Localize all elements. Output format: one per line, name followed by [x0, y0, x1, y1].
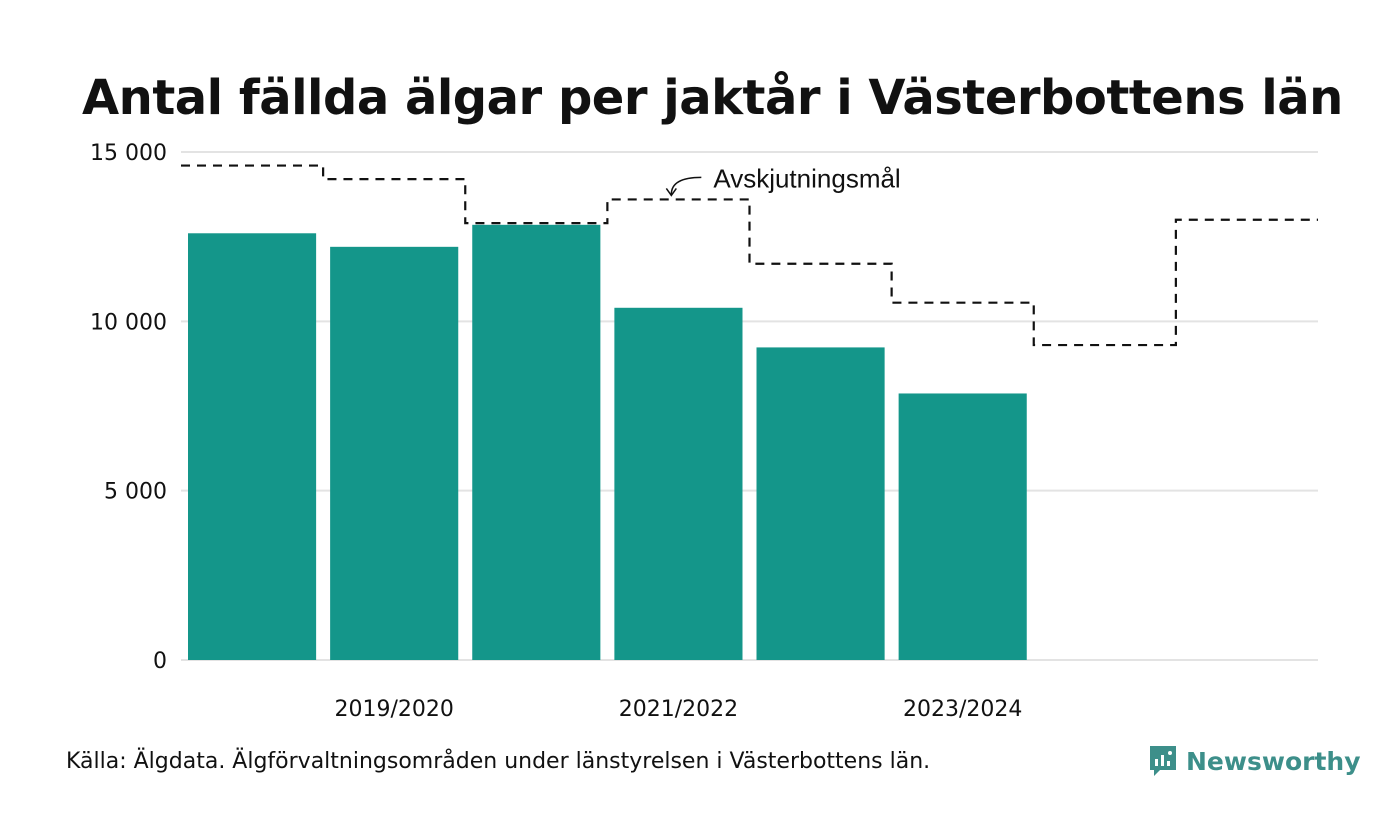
- x-tick-label: 2023/2024: [903, 697, 1022, 722]
- bar: [898, 393, 1027, 660]
- target-step-line: [181, 164, 1318, 347]
- y-tick-label: 15 000: [90, 141, 167, 166]
- y-tick-label: 0: [153, 649, 167, 674]
- brand-logo[interactable]: Newsworthy: [1148, 744, 1361, 778]
- annotation-label: Avskjutningsmål: [713, 163, 900, 193]
- y-tick-label: 10 000: [90, 310, 167, 335]
- source-note: Källa: Älgdata. Älgförvaltningsområden u…: [66, 749, 931, 774]
- bar: [330, 246, 459, 660]
- bar: [756, 347, 885, 660]
- annotation-arrow: [670, 176, 702, 195]
- y-tick-label: 5 000: [104, 480, 167, 505]
- x-tick-label: 2019/2020: [334, 697, 453, 722]
- newsworthy-logo-icon: [1150, 746, 1176, 776]
- bar: [614, 307, 743, 660]
- brand-name: Newsworthy: [1186, 746, 1361, 776]
- bar: [472, 224, 601, 660]
- annotation-arrowhead: [665, 187, 677, 197]
- x-tick-label: 2021/2022: [619, 697, 738, 722]
- chart-title: Antal fällda älgar per jaktår i Västerbo…: [82, 70, 1343, 126]
- bar: [188, 233, 317, 660]
